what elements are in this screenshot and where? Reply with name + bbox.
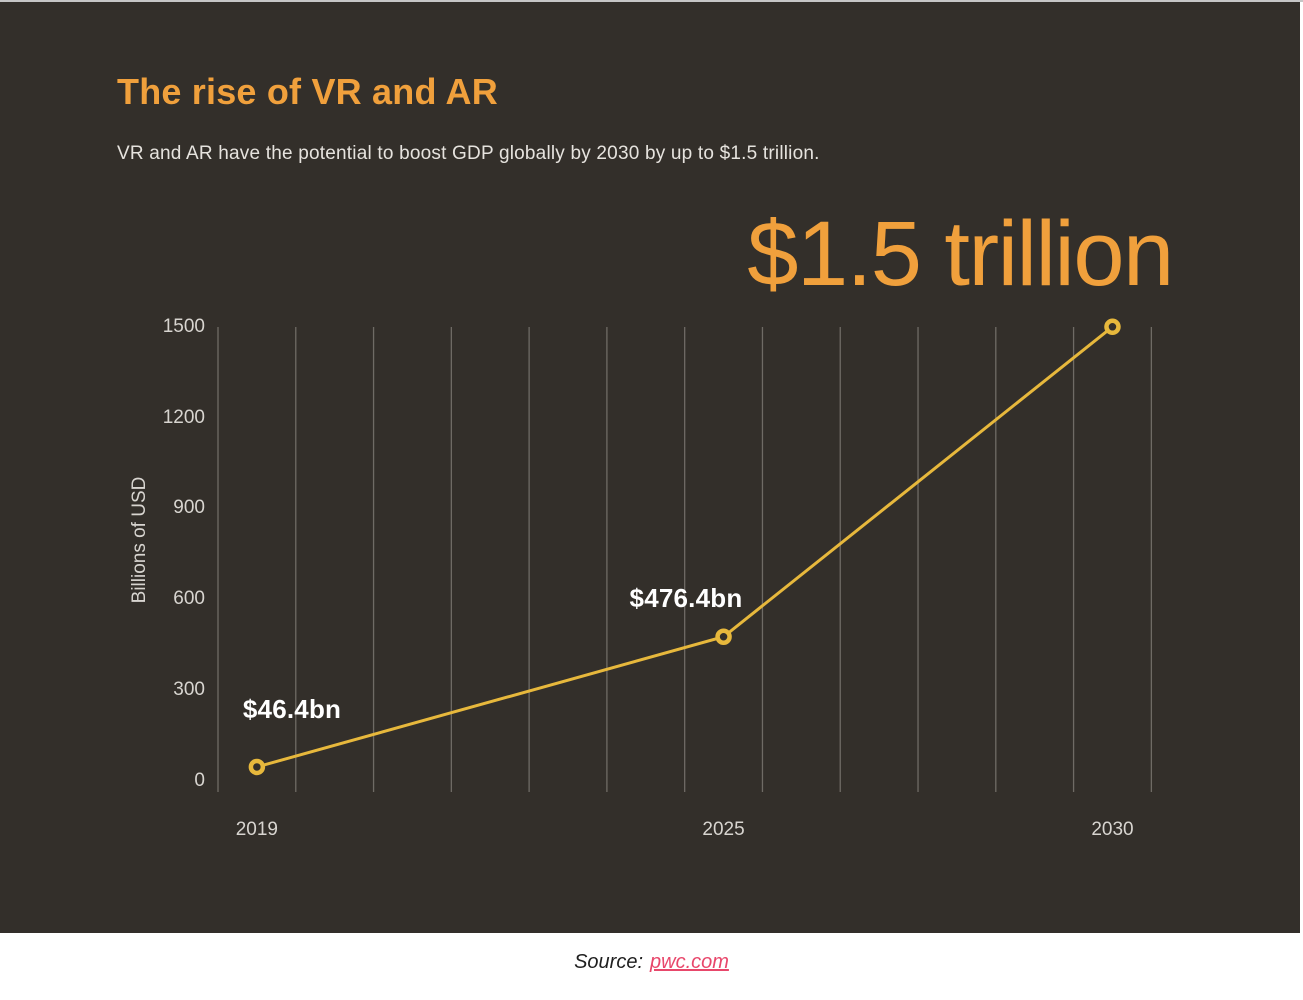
page-subtitle: VR and AR have the potential to boost GD… (117, 143, 820, 164)
source-link[interactable]: pwc.com (650, 951, 729, 973)
y-tick-label: 900 (173, 497, 205, 519)
top-strip (0, 0, 1303, 2)
y-tick-label: 1200 (162, 406, 205, 428)
page-title: The rise of VR and AR (117, 71, 498, 112)
source-prefix: Source: (574, 951, 644, 973)
y-tick-label: 1500 (162, 315, 205, 337)
highlight-value-2030: $1.5 trillion (747, 203, 1174, 305)
data-point-2025 (715, 628, 732, 645)
y-tick-label: 0 (194, 770, 205, 791)
data-point-2019 (248, 758, 266, 776)
x-tick-label: 2019 (235, 819, 279, 840)
source-line: Source: pwc.com (0, 951, 1303, 974)
data-label-2025: $476.4bn (629, 583, 743, 613)
x-tick-label: 2030 (1091, 819, 1134, 840)
infographic-card (0, 2, 1300, 933)
data-point-2030 (1104, 318, 1121, 336)
x-tick-label: 2025 (702, 819, 745, 840)
y-tick-label: 600 (173, 588, 205, 610)
data-label-2019: $46.4bn (242, 694, 342, 724)
y-tick-label: 300 (173, 679, 205, 701)
